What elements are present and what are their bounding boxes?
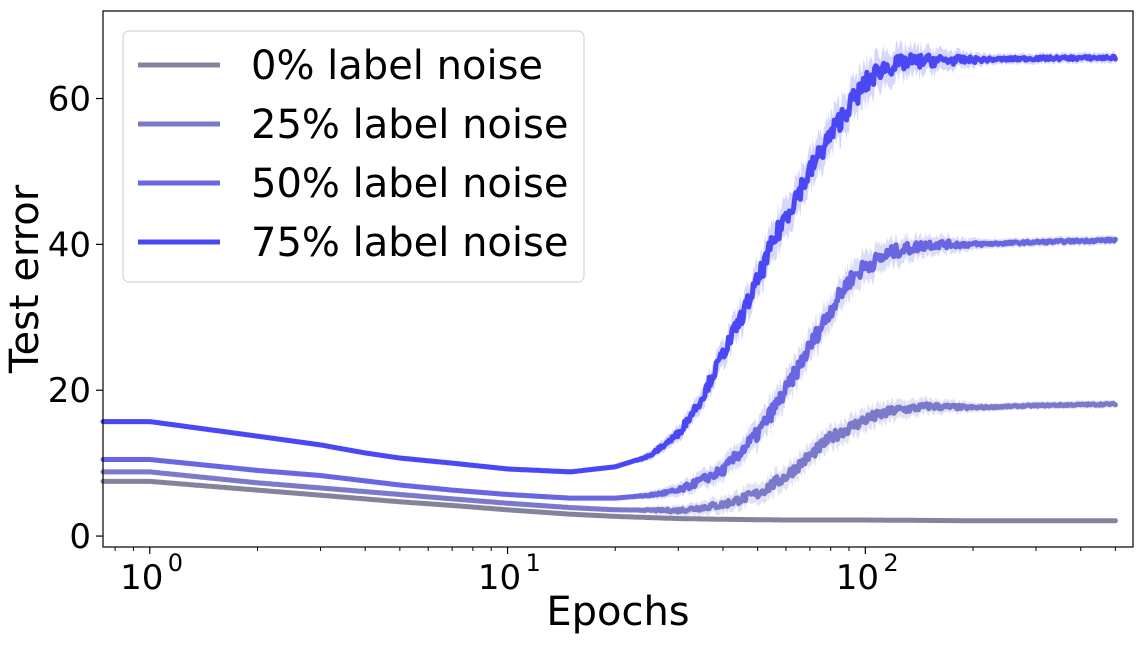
series-line-0 xyxy=(100,478,1118,524)
series-line-1 xyxy=(100,400,1118,515)
y-tick-label: 0 xyxy=(69,517,91,557)
y-tick-label: 60 xyxy=(48,80,91,120)
series-line-2 xyxy=(100,236,1118,501)
x-tick-label: 10 xyxy=(478,558,521,598)
plot-frame xyxy=(102,10,1134,548)
legend-label-2: 50% label noise xyxy=(251,161,568,207)
legend-label-3: 75% label noise xyxy=(251,220,568,266)
y-tick-label: 40 xyxy=(48,225,91,265)
y-tick-label: 20 xyxy=(48,371,91,411)
legend-box xyxy=(122,30,585,283)
x-tick-exponent: 0 xyxy=(168,549,183,577)
x-tick-label: 10 xyxy=(836,558,879,598)
x-tick-exponent: 2 xyxy=(883,549,898,577)
legend-label-1: 25% label noise xyxy=(251,102,568,148)
y-axis-label: Test error xyxy=(2,184,48,374)
x-axis-label: Epochs xyxy=(546,589,689,635)
error-band-1 xyxy=(103,396,1116,518)
legend: 0% label noise 25% label noise 50% label n… xyxy=(122,30,585,283)
series-line-3 xyxy=(100,52,1118,475)
x-tick-exponent: 1 xyxy=(526,549,541,577)
x-tick-label: 10 xyxy=(120,558,163,598)
series-lines xyxy=(100,52,1118,524)
legend-label-0: 0% label noise xyxy=(251,43,543,89)
